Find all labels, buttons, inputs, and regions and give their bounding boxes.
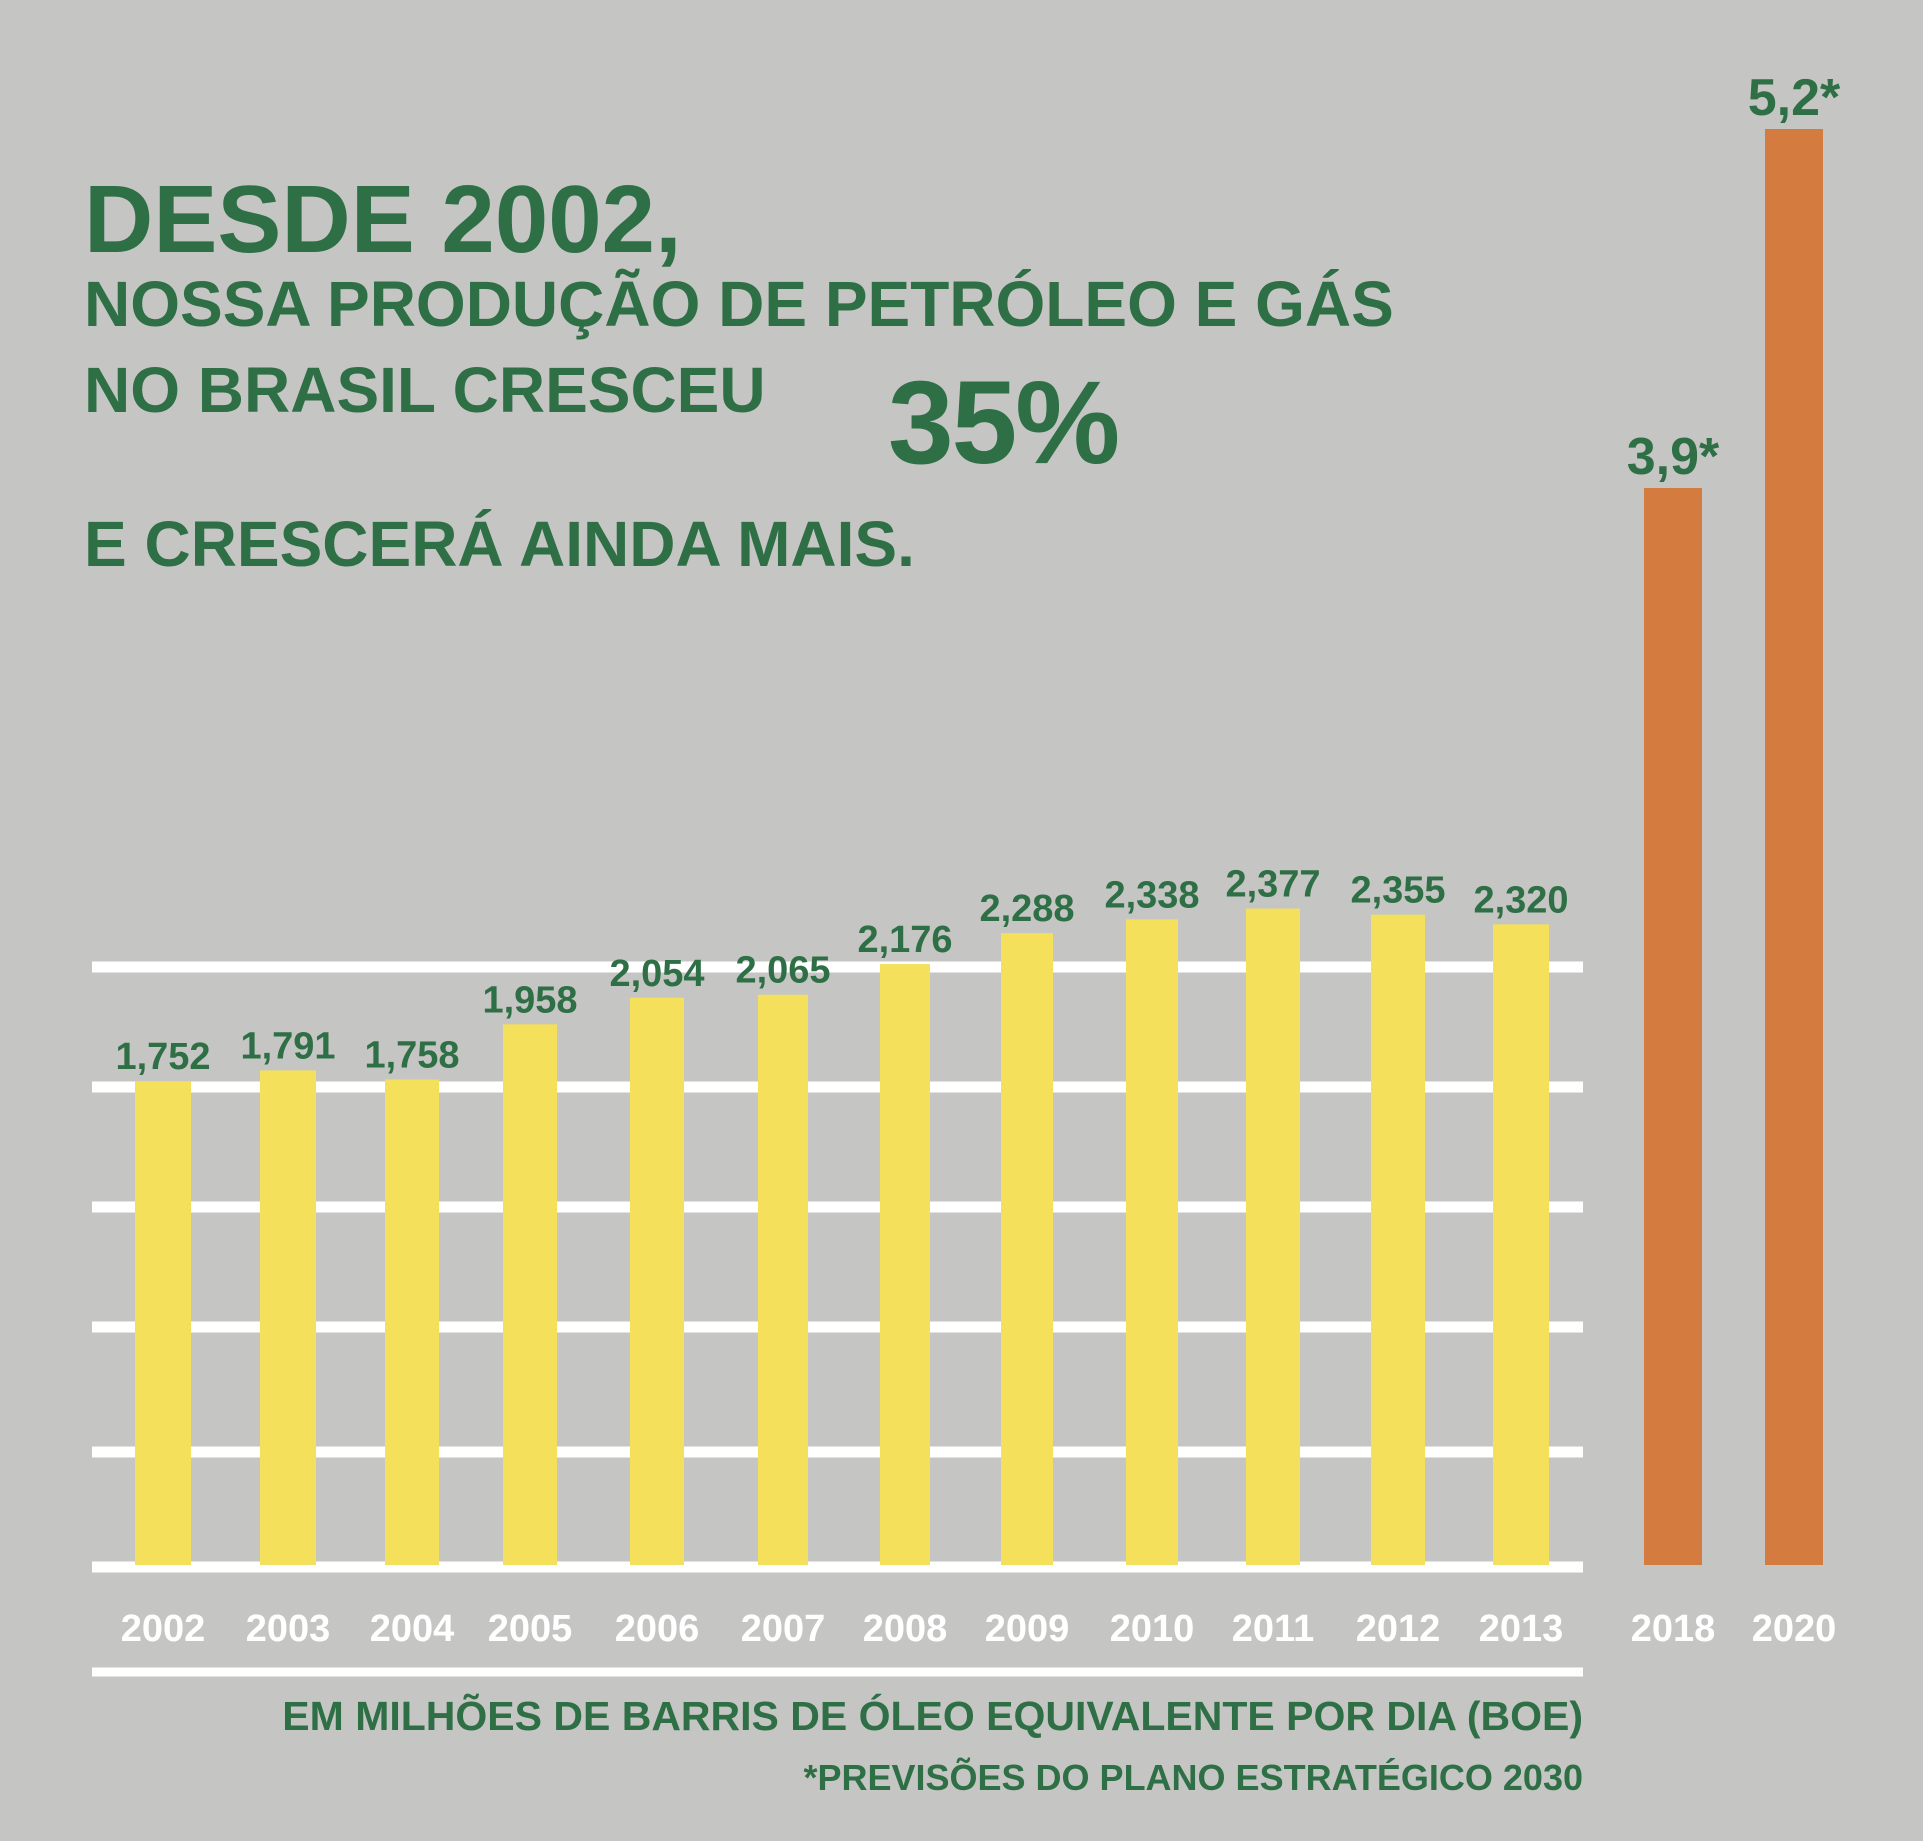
category-label-2005: 2005 xyxy=(488,1608,573,1650)
headline-line-2: NOSSA PRODUÇÃO DE PETRÓLEO E GÁS xyxy=(84,268,1394,340)
bar-2005 xyxy=(503,1024,557,1565)
value-label-2003: 1,791 xyxy=(240,1025,335,1067)
category-label-2018: 2018 xyxy=(1631,1608,1716,1650)
category-label-2004: 2004 xyxy=(370,1608,455,1650)
bar-2011 xyxy=(1246,908,1300,1565)
value-label-2020: 5,2* xyxy=(1748,69,1841,127)
value-label-2018: 3,9* xyxy=(1627,428,1720,486)
bar-2009 xyxy=(1001,933,1053,1565)
value-label-2008: 2,176 xyxy=(857,919,952,961)
bar-2003 xyxy=(260,1070,316,1565)
category-label-2006: 2006 xyxy=(615,1608,700,1650)
value-label-2005: 1,958 xyxy=(482,979,577,1021)
category-label-2003: 2003 xyxy=(246,1608,331,1650)
bar-2008 xyxy=(880,964,930,1565)
bar-2007 xyxy=(758,994,808,1565)
category-label-2009: 2009 xyxy=(985,1608,1070,1650)
bar-2002 xyxy=(135,1081,191,1565)
category-label-2007: 2007 xyxy=(741,1608,826,1650)
value-label-2013: 2,320 xyxy=(1473,879,1568,921)
forecast-note: *PREVISÕES DO PLANO ESTRATÉGICO 2030 xyxy=(803,1757,1583,1798)
bar-2004 xyxy=(385,1079,439,1565)
bar-2020 xyxy=(1765,129,1823,1565)
category-label-2020: 2020 xyxy=(1752,1608,1837,1650)
headline-line-1: DESDE 2002, xyxy=(84,166,682,273)
bar-2012 xyxy=(1371,914,1425,1565)
value-label-2011: 2,377 xyxy=(1225,864,1320,906)
unit-note: EM MILHÕES DE BARRIS DE ÓLEO EQUIVALENTE… xyxy=(282,1693,1583,1739)
value-label-2002: 1,752 xyxy=(115,1036,210,1078)
value-label-2006: 2,054 xyxy=(609,953,704,995)
bar-2018 xyxy=(1644,488,1702,1565)
bar-2013 xyxy=(1493,924,1549,1565)
headline-line-3: NO BRASIL CRESCEU xyxy=(84,354,766,426)
category-label-2012: 2012 xyxy=(1356,1608,1441,1650)
growth-percentage: 35% xyxy=(888,357,1120,489)
headline-line-4: E CRESCERÁ AINDA MAIS. xyxy=(84,508,915,580)
category-label-2002: 2002 xyxy=(121,1608,206,1650)
value-label-2009: 2,288 xyxy=(979,888,1074,930)
category-label-2010: 2010 xyxy=(1110,1608,1195,1650)
value-label-2012: 2,355 xyxy=(1350,870,1445,912)
value-label-2010: 2,338 xyxy=(1104,874,1199,916)
value-label-2007: 2,065 xyxy=(735,950,830,992)
category-label-2011: 2011 xyxy=(1232,1608,1314,1650)
value-label-2004: 1,758 xyxy=(364,1035,459,1077)
bar-2010 xyxy=(1126,919,1178,1565)
category-label-2008: 2008 xyxy=(863,1608,948,1650)
category-label-2013: 2013 xyxy=(1479,1608,1564,1650)
bar-2006 xyxy=(630,997,684,1565)
